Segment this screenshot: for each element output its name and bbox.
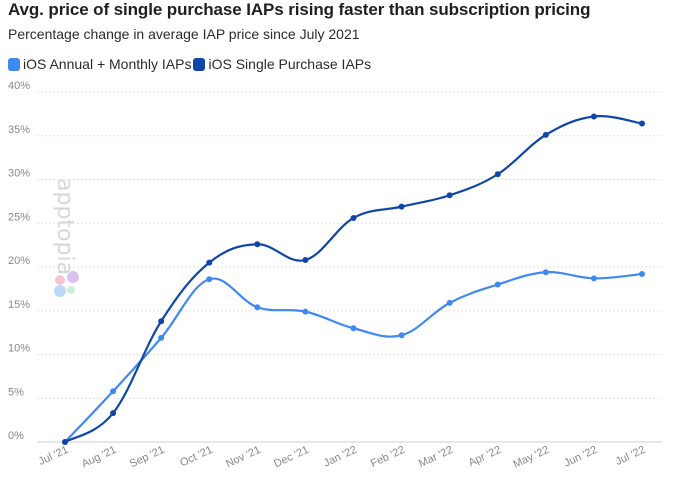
x-tick-label: Apr '22 <box>467 444 503 469</box>
y-tick-label: 30% <box>8 168 30 180</box>
data-point-single-purchase[interactable] <box>158 318 165 325</box>
legend-label-single-purchase: iOS Single Purchase IAPs <box>208 56 372 72</box>
logo-petal <box>67 271 79 283</box>
data-point-annual-monthly[interactable] <box>302 308 309 315</box>
x-tick-label: Nov '21 <box>224 444 263 470</box>
data-point-single-purchase[interactable] <box>639 120 645 127</box>
x-tick-label: Sep '21 <box>128 444 167 470</box>
data-point-annual-monthly[interactable] <box>350 325 357 332</box>
data-point-annual-monthly[interactable] <box>494 281 501 288</box>
x-tick-label: Oct '21 <box>178 444 214 469</box>
chart-subtitle: Percentage change in average IAP price s… <box>8 26 360 42</box>
y-tick-label: 25% <box>8 211 30 223</box>
y-tick-label: 20% <box>8 255 30 267</box>
apptopia-logo-icon <box>54 271 79 297</box>
x-tick-label: Jun '22 <box>562 444 599 470</box>
x-tick-label: Mar '22 <box>417 444 455 470</box>
y-tick-label: 5% <box>8 386 24 398</box>
data-point-single-purchase[interactable] <box>350 215 357 221</box>
series-lines <box>62 113 645 445</box>
data-point-single-purchase[interactable] <box>446 192 453 199</box>
legend-label-annual-monthly: iOS Annual + Monthly IAPs <box>23 56 192 72</box>
y-tick-label: 15% <box>8 299 30 311</box>
series-line-single-purchase <box>63 115 644 444</box>
x-tick-label: Jan '22 <box>322 444 359 470</box>
data-point-annual-monthly[interactable] <box>639 271 645 277</box>
data-point-single-purchase[interactable] <box>590 113 597 120</box>
x-tick-label: Aug '21 <box>80 444 119 470</box>
x-tick-label: May '22 <box>511 444 551 471</box>
y-tick-label: 35% <box>8 124 30 136</box>
y-tick-label: 10% <box>8 343 30 355</box>
y-axis: 0% 5% 10% 15% 20% 25% 30% 35% 40% <box>8 80 30 442</box>
data-point-single-purchase[interactable] <box>206 259 213 266</box>
legend-item-single-purchase[interactable]: iOS Single Purchase IAPs <box>193 56 371 72</box>
logo-petal <box>67 286 75 294</box>
apptopia-watermark: apptopia <box>52 178 79 297</box>
data-point-single-purchase[interactable] <box>302 257 309 263</box>
legend-item-annual-monthly[interactable]: iOS Annual + Monthly IAPs <box>8 56 191 72</box>
legend-swatch-annual-monthly <box>8 57 20 71</box>
logo-petal <box>54 285 66 297</box>
x-tick-label: Feb '22 <box>369 444 407 470</box>
logo-petal <box>55 275 65 285</box>
data-point-annual-monthly[interactable] <box>542 269 549 276</box>
data-point-annual-monthly[interactable] <box>158 334 165 341</box>
data-point-single-purchase[interactable] <box>110 410 117 417</box>
data-point-single-purchase[interactable] <box>62 439 68 445</box>
data-point-annual-monthly[interactable] <box>254 304 261 311</box>
series-line-annual-monthly <box>63 271 644 444</box>
data-point-annual-monthly[interactable] <box>206 276 213 283</box>
gridlines <box>37 91 662 443</box>
legend-swatch-single-purchase <box>193 57 206 71</box>
x-tick-label: Jul '22 <box>614 444 648 468</box>
data-point-single-purchase[interactable] <box>542 131 549 138</box>
x-tick-label: Dec '21 <box>272 444 311 470</box>
y-tick-label: 40% <box>8 80 30 92</box>
data-point-annual-monthly[interactable] <box>110 388 117 395</box>
data-point-annual-monthly[interactable] <box>446 299 453 306</box>
y-tick-label: 0% <box>8 430 24 442</box>
data-point-single-purchase[interactable] <box>398 203 405 210</box>
chart-legend: iOS Annual + Monthly IAPs iOS Single Pur… <box>8 56 373 72</box>
data-point-single-purchase[interactable] <box>494 171 501 178</box>
x-tick-label: Jul '21 <box>37 444 71 468</box>
watermark-text: apptopia <box>52 178 77 275</box>
chart-title: Avg. price of single purchase IAPs risin… <box>8 0 591 19</box>
x-axis: Jul '21 Aug '21 Sep '21 Oct '21 Nov '21 Dec '… <box>37 444 648 471</box>
data-point-single-purchase[interactable] <box>254 241 261 248</box>
data-point-annual-monthly[interactable] <box>590 275 597 282</box>
data-point-annual-monthly[interactable] <box>398 332 405 339</box>
